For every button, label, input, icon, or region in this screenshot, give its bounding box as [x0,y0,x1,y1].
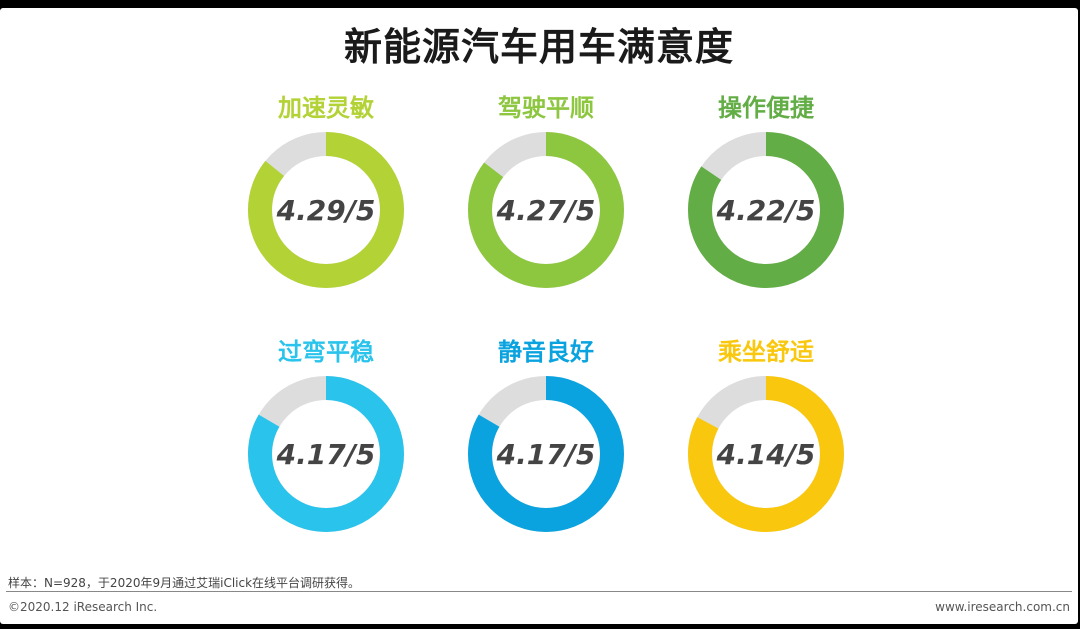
footer-divider [6,591,1072,592]
gauge-title: 乘坐舒适 [718,338,814,366]
donut-value-arc [468,132,624,288]
donut-value-label: 4.22/5 [716,194,816,227]
donut-value-label: 4.17/5 [276,438,376,471]
gauge-title: 静音良好 [498,338,594,366]
gauge-cornering-stability: 过弯平稳 4.17/5 [226,336,426,540]
slide: 新能源汽车用车满意度 加速灵敏 4.29/5 驾驶平顺 4.27/5 操作便捷 … [0,8,1078,624]
donut-chart: 4.17/5 [248,376,404,532]
gauge-ride-comfort: 乘坐舒适 4.14/5 [666,336,866,540]
gauge-acceleration: 加速灵敏 4.29/5 [226,92,426,296]
donut-value-label: 4.17/5 [496,438,596,471]
gauge-title: 操作便捷 [718,94,814,122]
gauge-driving-smoothness: 驾驶平顺 4.27/5 [446,92,646,296]
website: www.iresearch.com.cn [935,600,1070,614]
copyright: ©2020.12 iResearch Inc. [8,600,158,614]
donut-value-arc [688,376,844,532]
donut-value-label: 4.29/5 [276,194,376,227]
gauge-title: 过弯平稳 [278,338,374,366]
donut-value-arc [468,376,624,532]
donut-value-label: 4.27/5 [496,194,596,227]
gauge-quietness: 静音良好 4.17/5 [446,336,646,540]
donut-chart: 4.14/5 [688,376,844,532]
donut-value-arc [688,132,844,288]
sample-note: 样本：N=928，于2020年9月通过艾瑞iClick在线平台调研获得。 [8,576,361,590]
gauge-title: 加速灵敏 [278,94,374,122]
gauge-title: 驾驶平顺 [498,94,594,122]
donut-value-arc [248,132,404,288]
page-title: 新能源汽车用车满意度 [343,25,734,69]
donut-chart: 4.17/5 [468,376,624,532]
donut-chart: 4.27/5 [468,132,624,288]
donut-value-arc [248,376,404,532]
donut-value-label: 4.14/5 [716,438,816,471]
donut-chart: 4.22/5 [688,132,844,288]
gauge-ease-of-operation: 操作便捷 4.22/5 [666,92,866,296]
donut-chart: 4.29/5 [248,132,404,288]
